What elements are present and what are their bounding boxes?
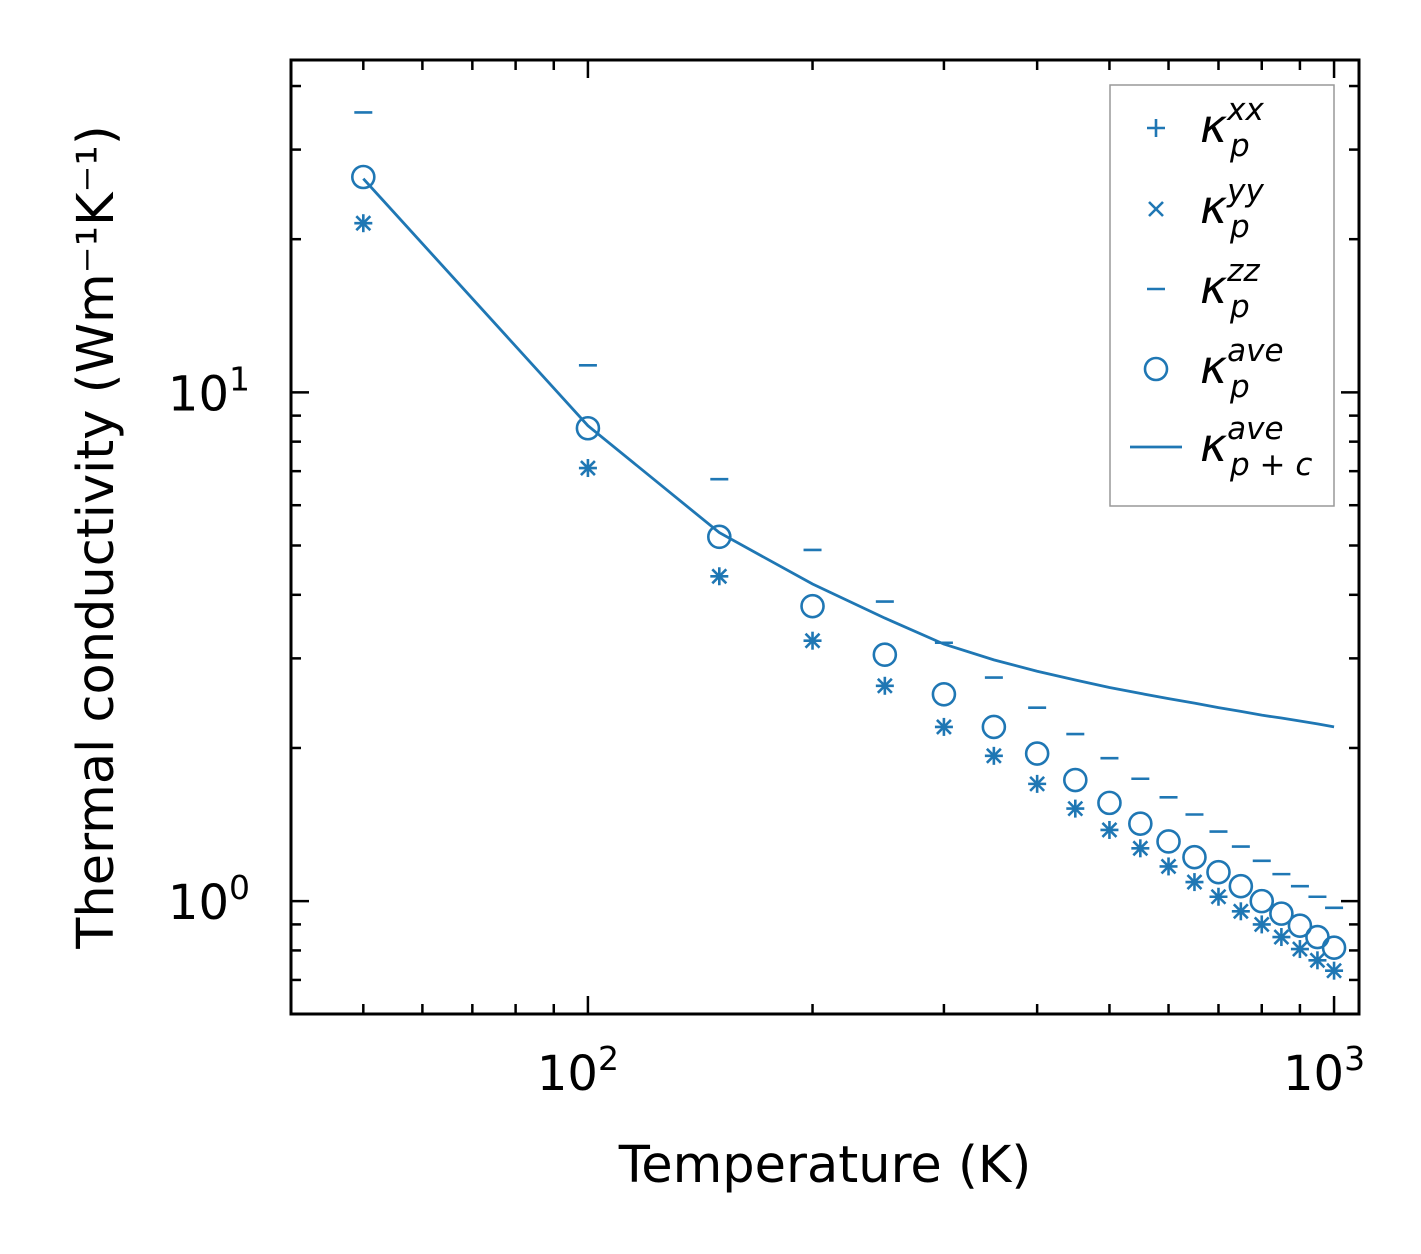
- legend-handle-kappa_p_ave: [1143, 356, 1169, 382]
- kappa_p_yy-point: [1273, 929, 1290, 945]
- kappa_p_yy-point: [1132, 840, 1149, 857]
- legend-label-kappa_p_zz: κzz: [1200, 253, 1260, 314]
- legend-sub-kappa_pc_ave: p + c: [1229, 447, 1312, 483]
- axis-ticks: [289, 60, 1359, 1016]
- legend-label-kappa_pc_ave: κave: [1200, 411, 1284, 472]
- kappa_p_ave-point: [1269, 901, 1294, 926]
- kappa_p_yy-point: [1309, 952, 1326, 969]
- kappa_p_yy-point: [804, 632, 821, 649]
- x-tick-label: 103: [1283, 1039, 1365, 1102]
- kappa_p_yy-point: [1253, 916, 1270, 933]
- kappa_p_yy-point: [1186, 874, 1203, 891]
- kappa_p_ave-point: [1321, 935, 1347, 960]
- kappa_p_zz-series: [354, 111, 1344, 910]
- kappa_p_yy-point: [1292, 941, 1308, 957]
- legend-handle-kappa_p_xx: [1147, 119, 1165, 137]
- kappa_p_yy-point: [1067, 800, 1084, 817]
- legend-sub-kappa_p_yy: p: [1229, 209, 1250, 245]
- kappa_p_ave-point: [575, 415, 601, 441]
- tick-labels: 102 103 100 101: [168, 359, 1365, 1102]
- kappa_p_yy-series: [355, 215, 1342, 979]
- kappa_p_ave-point: [1024, 741, 1050, 766]
- kappa_p_ave-point: [707, 524, 732, 550]
- y-axis-label: Thermal conductivity (Wm⁻¹K⁻¹): [67, 125, 126, 950]
- kappa_p_ave-point: [1097, 790, 1122, 816]
- x-axis-label: Temperature (K): [618, 1136, 1032, 1195]
- kappa_p_yy-point: [1232, 903, 1249, 920]
- kappa_p_ave-point: [931, 681, 957, 707]
- kappa_p_ave-point: [981, 714, 1007, 740]
- kappa_p_yy-point: [1160, 858, 1177, 875]
- x-tick-label: 102: [537, 1039, 619, 1102]
- kappa_p_yy-point: [1101, 822, 1118, 838]
- legend-handle-kappa_p_yy: [1148, 201, 1164, 217]
- kappa_p_ave-point: [1128, 811, 1153, 836]
- legend-label-kappa_p_xx: κxx: [1200, 92, 1264, 153]
- kappa_p_yy-point: [985, 747, 1002, 764]
- legend-sub-kappa_p_ave: p: [1229, 369, 1250, 405]
- kappa_p_ave-point: [1228, 873, 1254, 899]
- kappa_p_ave-point: [1305, 924, 1330, 950]
- y-tick-label: 101: [168, 359, 250, 422]
- kappa_p_yy-point: [1210, 888, 1227, 905]
- kappa_p_ave-point: [351, 164, 376, 190]
- kappa_p_yy-point: [355, 215, 372, 232]
- legend-sub-kappa_p_zz: p: [1229, 289, 1250, 325]
- legend-label-kappa_p_ave: κave: [1200, 333, 1284, 394]
- legend-sub-kappa_p_xx: p: [1229, 128, 1250, 164]
- kappa_p_ave-point: [1063, 767, 1088, 793]
- kappa_p_ave-point: [872, 642, 898, 668]
- kappa_p_ave-point: [1249, 888, 1275, 914]
- kappa_p_ave-point: [800, 593, 825, 619]
- kappa_p_yy-point: [936, 718, 952, 735]
- legend-box: [1109, 84, 1335, 507]
- kappa_p_yy-point: [1326, 962, 1342, 979]
- kappa_p_ave-series: [351, 164, 1347, 960]
- axes-frame: [289, 58, 1361, 1016]
- kappa_p_yy-point: [1029, 775, 1046, 792]
- kappa_p_yy-point: [876, 677, 893, 694]
- kappa_p_ave-point: [1287, 913, 1313, 938]
- kappa_p_ave-point: [1182, 844, 1207, 870]
- legend-label-kappa_p_yy: κyy: [1200, 173, 1264, 234]
- kappa_p_ave-point: [1156, 829, 1181, 854]
- y-tick-label: 100: [168, 868, 250, 931]
- kappa_pc_ave-line: [362, 177, 1335, 729]
- kappa_p_ave-point: [1206, 859, 1231, 885]
- kappa_p_yy-point: [711, 568, 728, 585]
- plot-area: [351, 111, 1347, 980]
- kappa_p_yy-point: [580, 460, 596, 476]
